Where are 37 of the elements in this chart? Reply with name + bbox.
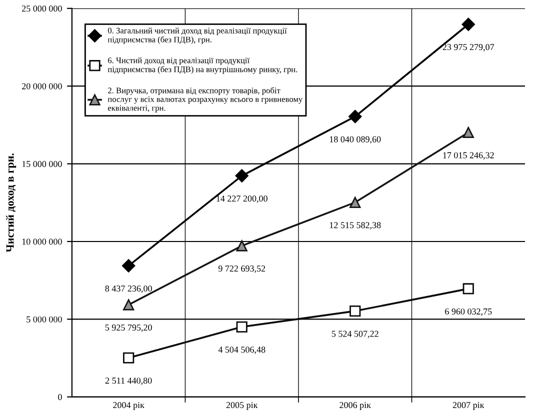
y-axis-title: Чистий доход в грн. [6, 153, 16, 252]
y-tick-label: 20 000 000 [22, 83, 62, 90]
point [236, 240, 248, 252]
y-tick-label: 15 000 000 [22, 160, 62, 168]
data-label: 9 722 693,52 [218, 266, 266, 273]
legend-label: 0. Загальний чистий доход від реалізації продукції підприємства (без ПДВ), грн. [108, 28, 287, 44]
y-tick-label: 0 [58, 394, 62, 400]
data-label: 6 960 032,75 [445, 308, 492, 316]
x-tick-label: 2007 рік [452, 402, 484, 410]
data-label: 18 040 089,60 [330, 136, 381, 144]
legend-label: 6. Чистий доход від реалізації продукції підприємства (без ПДВ) на внутрішньому ринку, грн. [108, 57, 298, 74]
x-tick-label: 2005 рік [226, 402, 258, 410]
point [462, 18, 475, 31]
point [235, 169, 248, 182]
data-label: 17 015 246,32 [443, 152, 494, 160]
x-tick-label: 2004 рік [113, 402, 144, 410]
y-tick-label: 10 000 000 [22, 238, 62, 245]
y-tick-label: 25 000 000 [22, 6, 62, 12]
y-tick-label: 5 000 000 [26, 316, 62, 322]
point [462, 283, 474, 294]
point [123, 352, 134, 364]
point [350, 196, 361, 208]
data-label: 5 925 795,20 [105, 324, 152, 332]
point [462, 126, 474, 138]
point [122, 259, 136, 272]
point [123, 299, 134, 310]
x-tick-label: 2006 рік [340, 402, 371, 410]
data-label: 4 504 506,48 [218, 346, 266, 354]
point [236, 321, 248, 332]
data-label: 12 515 582,38 [330, 222, 381, 230]
legend-label: 2. Виручка, отримана від експорту товарів, робіт послуг у всіх валютах розрахунку всього в гривневому еквіваленті, грн. [108, 87, 303, 112]
point [350, 305, 361, 317]
data-label: 5 524 507,22 [332, 330, 378, 338]
data-label: 14 227 200,00 [216, 196, 268, 203]
point [348, 110, 362, 124]
data-label: 2 511 440,80 [105, 378, 152, 385]
data-label: 8 437 236,00 [105, 285, 152, 293]
